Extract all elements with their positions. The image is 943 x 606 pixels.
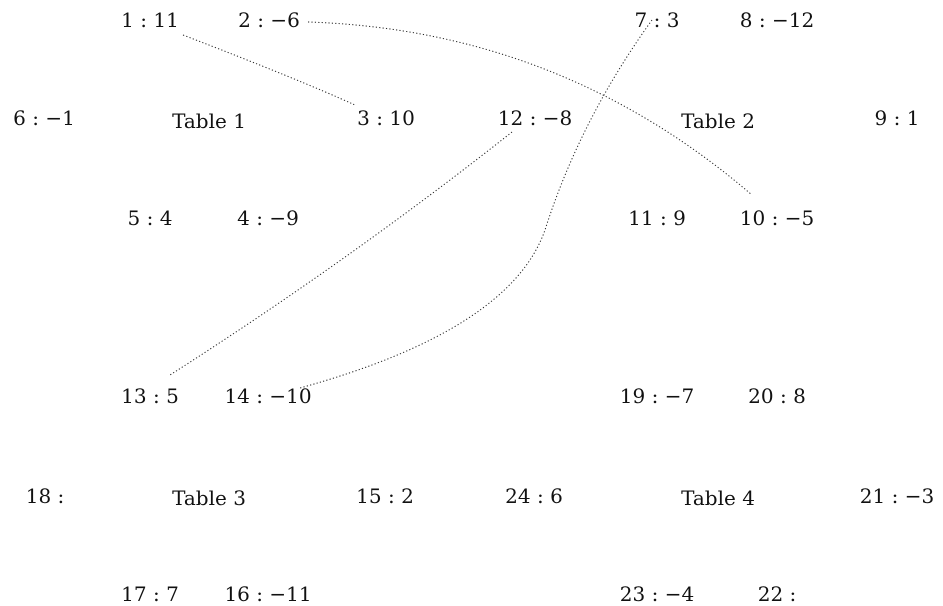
seat-22: 22 :	[757, 582, 797, 606]
table-4-title: Table 4	[681, 486, 755, 510]
seat-9: 9 : 1	[874, 106, 920, 130]
table-2-title: Table 2	[681, 109, 755, 133]
seat-11: 11 : 9	[628, 206, 686, 230]
connector-1-3	[182, 34, 356, 106]
seat-7: 7 : 3	[634, 8, 680, 32]
seat-19: 19 : −7	[619, 384, 695, 408]
seat-4: 4 : −9	[237, 206, 299, 230]
seat-24: 24 : 6	[505, 484, 563, 508]
seat-12: 12 : −8	[497, 106, 573, 130]
seat-3: 3 : 10	[357, 106, 415, 130]
table-1-title: Table 1	[172, 109, 246, 133]
table-3-title: Table 3	[172, 486, 246, 510]
seat-23: 23 : −4	[619, 582, 695, 606]
seat-1: 1 : 11	[121, 8, 179, 32]
seat-5: 5 : 4	[127, 206, 173, 230]
seat-17: 17 : 7	[121, 582, 179, 606]
seat-15: 15 : 2	[356, 484, 414, 508]
connector-7-14	[299, 19, 653, 389]
connector-12-13	[169, 131, 513, 376]
seat-18: 18 :	[25, 484, 65, 508]
seat-14: 14 : −10	[224, 384, 312, 408]
seat-16: 16 : −11	[224, 582, 312, 606]
seat-20: 20 : 8	[748, 384, 806, 408]
seat-13: 13 : 5	[121, 384, 179, 408]
seat-2: 2 : −6	[238, 8, 300, 32]
connector-2-10	[307, 21, 753, 196]
seat-8: 8 : −12	[739, 8, 815, 32]
seat-10: 10 : −5	[739, 206, 815, 230]
seat-6: 6 : −1	[13, 106, 75, 130]
seat-21: 21 : −3	[859, 484, 935, 508]
